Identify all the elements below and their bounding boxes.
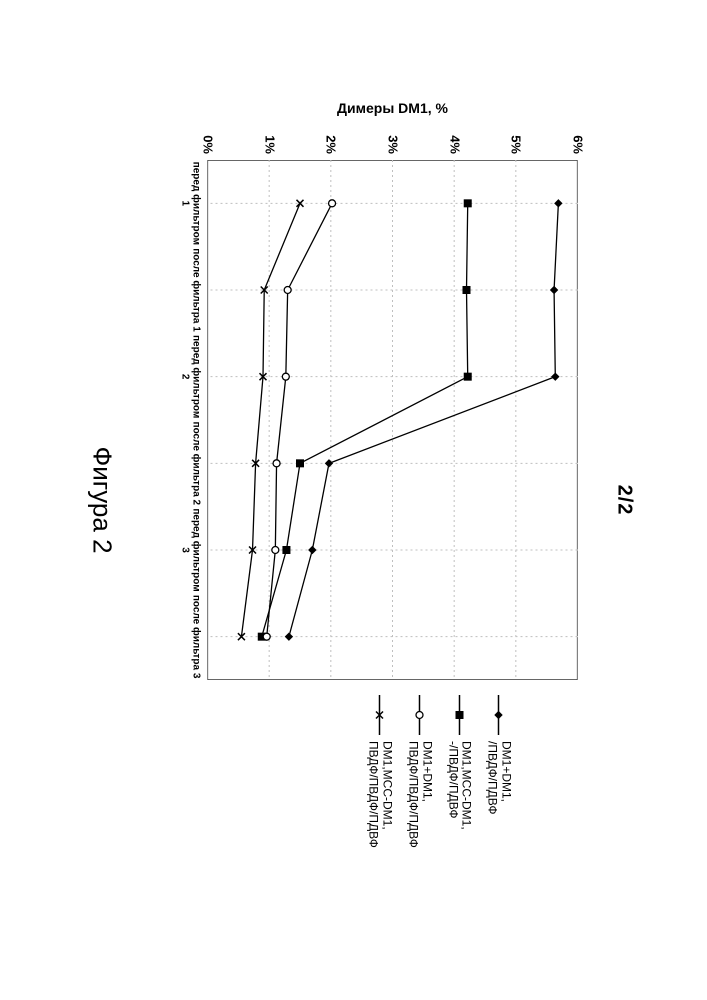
legend-item: DM1+DM1, ПВДФ/ПВДФ/ПДВФ	[405, 695, 433, 915]
y-axis-title: Димеры DM1, %	[337, 100, 448, 116]
x-tick-label: перед фильтром 3	[179, 505, 201, 595]
legend-item: DM1,MCC-DM1, -/ПВДФ/ПДВФ	[445, 695, 473, 915]
x-tick-label: перед фильтром 1	[179, 158, 201, 248]
legend-label: DM1,MCC-DM1, ПВДФ/ПВДФ/ПДВФ	[366, 741, 394, 848]
y-tick-label: 5%	[508, 120, 523, 154]
chart-svg	[207, 160, 577, 680]
figure-caption: Фигура 2	[86, 0, 117, 1000]
legend-label: DM1,MCC-DM1, -/ПВДФ/ПДВФ	[445, 741, 473, 830]
legend-label: DM1+DM1, /ПВДФ/ПДВФ	[484, 741, 512, 815]
x-tick-label: перед фильтром 2	[179, 332, 201, 422]
x-tick-label: после фильтра 2	[190, 418, 201, 508]
rotated-content: 2/2 Димеры DM1, % 0% 1% 2% 3% 4% 5% 6% перед ф…	[0, 0, 707, 1000]
legend-item: DM1,MCC-DM1, ПВДФ/ПВДФ/ПДВФ	[366, 695, 394, 915]
page: 2/2 Димеры DM1, % 0% 1% 2% 3% 4% 5% 6% перед ф…	[0, 0, 707, 1000]
y-tick-label: 6%	[570, 120, 585, 154]
y-tick-label: 3%	[385, 120, 400, 154]
y-tick-label: 0%	[200, 120, 215, 154]
legend-label: DM1+DM1, ПВДФ/ПВДФ/ПДВФ	[405, 741, 433, 848]
y-tick-label: 2%	[323, 120, 338, 154]
legend-swatch	[412, 695, 426, 735]
chart-plot-area	[207, 160, 577, 680]
y-tick-label: 4%	[447, 120, 462, 154]
legend-swatch	[372, 695, 386, 735]
page-number: 2/2	[612, 0, 635, 1000]
legend: DM1+DM1, /ПВДФ/ПДВФ DM1,MCC-DM1, -/ПВДФ/П…	[354, 695, 512, 915]
x-tick-label: после фильтра 3	[190, 592, 201, 682]
legend-item: DM1+DM1, /ПВДФ/ПДВФ	[484, 695, 512, 915]
legend-swatch	[452, 695, 466, 735]
x-tick-label: после фильтра 1	[190, 245, 201, 335]
y-tick-label: 1%	[262, 120, 277, 154]
legend-swatch	[491, 695, 505, 735]
